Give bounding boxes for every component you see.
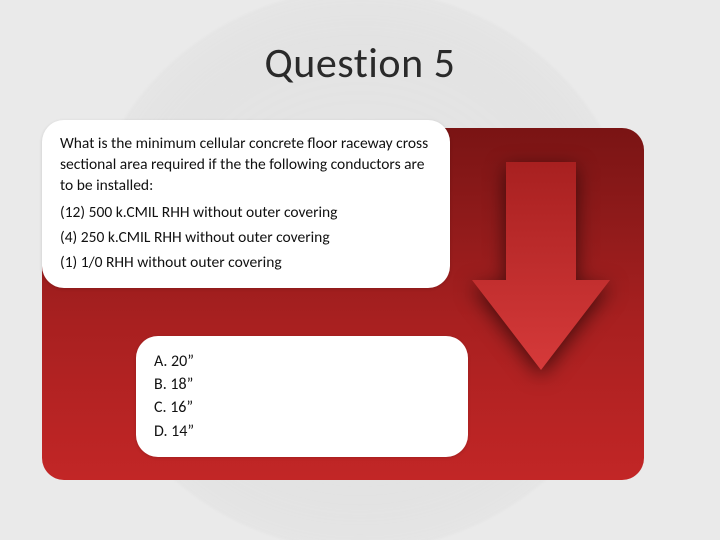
answer-option-b: B. 18” — [154, 373, 450, 396]
answer-option-c: C. 16” — [154, 396, 450, 419]
answer-option-a: A. 20” — [154, 350, 450, 373]
page-title: Question 5 — [0, 38, 720, 89]
answer-option-d: D. 14” — [154, 420, 450, 443]
down-arrow-icon — [472, 162, 610, 370]
question-card: What is the minimum cellular concrete fl… — [42, 120, 450, 288]
question-conductor-line: (12) 500 k.CMIL RHH without outer coveri… — [60, 203, 432, 224]
question-conductor-line: (1) 1/0 RHH without outer covering — [60, 253, 432, 274]
question-stem: What is the minimum cellular concrete fl… — [60, 134, 432, 197]
question-conductor-line: (4) 250 k.CMIL RHH without outer coverin… — [60, 228, 432, 249]
slide: Question 5 What is the minimum cellular … — [0, 0, 720, 540]
answers-card: A. 20” B. 18” C. 16” D. 14” — [136, 336, 468, 457]
